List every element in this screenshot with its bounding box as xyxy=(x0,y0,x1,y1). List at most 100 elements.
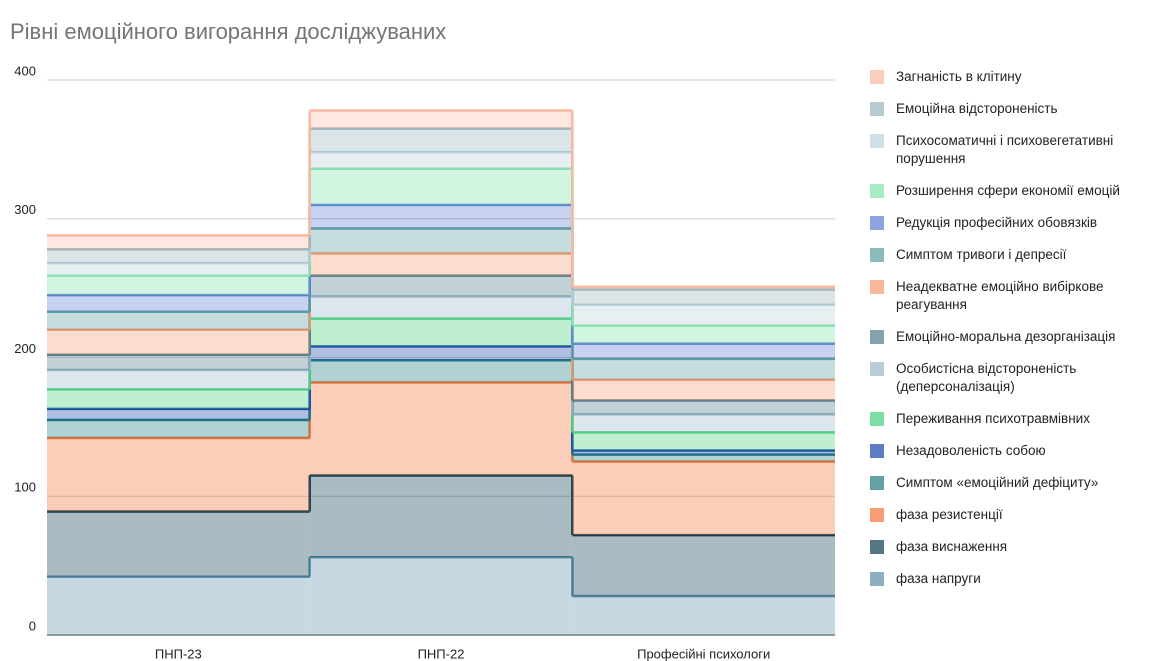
area-segment xyxy=(47,263,310,276)
area-segment xyxy=(309,128,573,153)
area-segment xyxy=(309,168,573,205)
area-segment xyxy=(47,329,310,355)
legend-item: Симптом «емоційний дефіциту» xyxy=(870,474,1166,492)
legend-label: Переживання психотравмівних xyxy=(896,411,1090,426)
legend-item: Особистісна відстороненість (деперсоналі… xyxy=(870,360,1166,396)
legend-item: Розширення сфери економії емоцій xyxy=(870,182,1166,200)
chart: Рівні емоційного вигорання досліджуваних… xyxy=(10,19,835,661)
legend-label: Емоційно-моральна дезорганізація xyxy=(896,329,1116,344)
legend-label: Симптом тривоги і депресії xyxy=(896,247,1067,262)
area-segment xyxy=(572,304,835,326)
y-tick-label: 0 xyxy=(29,618,36,633)
area-segment xyxy=(309,475,573,558)
legend-item: Загнаність в клітину xyxy=(870,68,1166,86)
legend-swatch xyxy=(870,280,884,294)
area-segment xyxy=(572,286,835,290)
legend-label: фаза напруги xyxy=(896,571,981,586)
legend-swatch xyxy=(870,70,884,84)
legend-swatch xyxy=(870,216,884,230)
area-segment xyxy=(309,275,573,297)
legend-item: Симптом тривоги і депресії xyxy=(870,246,1166,264)
area-segment xyxy=(47,354,310,370)
area-segment xyxy=(47,419,310,438)
area-segment xyxy=(47,389,310,409)
area-segment xyxy=(47,295,310,312)
legend: Загнаність в клітину Емоційна відсторонен… xyxy=(870,68,1166,588)
legend-swatch xyxy=(870,362,884,376)
x-tick-label: ПНП-23 xyxy=(155,646,202,661)
legend-item: фаза резистенції xyxy=(870,506,1166,524)
legend-label: Неадекватне емоційно вибіркове реагуванн… xyxy=(896,279,1104,312)
legend-item: Емоційна відстороненість xyxy=(870,100,1166,118)
legend-item: Неадекватне емоційно вибіркове реагуванн… xyxy=(870,278,1166,314)
area-segment xyxy=(572,432,835,451)
area-segment xyxy=(47,408,310,420)
legend-label: Розширення сфери економії емоцій xyxy=(896,183,1120,198)
area-segment xyxy=(47,369,310,390)
area-segment xyxy=(309,296,573,319)
area-segment xyxy=(572,343,835,359)
legend-swatch xyxy=(870,572,884,586)
area-segment xyxy=(572,325,835,344)
legend-item: Редукція професійних обовязків xyxy=(870,214,1166,232)
area-segment xyxy=(47,235,310,250)
area-segment xyxy=(572,596,835,635)
area-segment xyxy=(572,379,835,401)
area-segment xyxy=(572,454,835,462)
x-tick-label: Професійні психологи xyxy=(637,646,770,661)
legend-label: Емоційна відстороненість xyxy=(896,101,1058,116)
x-tick-label: ПНП-22 xyxy=(418,646,465,661)
legend-item: фаза виснаження xyxy=(870,538,1166,556)
area-segment xyxy=(309,346,573,361)
legend-item: Переживання психотравмівних xyxy=(870,410,1166,428)
legend-item: Незадоволеність собою xyxy=(870,442,1166,460)
area-segment xyxy=(309,382,573,476)
legend-label: Особистісна відстороненість (деперсоналі… xyxy=(896,361,1077,394)
legend-swatch xyxy=(870,248,884,262)
area-segment xyxy=(572,461,835,536)
legend-label: Редукція професійних обовязків xyxy=(896,215,1098,230)
legend-label: Психосоматичні і психовегетативні поруше… xyxy=(896,133,1114,166)
area-segment xyxy=(309,228,573,254)
legend-swatch xyxy=(870,508,884,522)
area-segment xyxy=(309,204,573,229)
area-segment xyxy=(47,511,310,577)
y-tick-label: 300 xyxy=(14,202,36,217)
area-segment xyxy=(47,576,310,635)
area-segment xyxy=(309,253,573,276)
chart-title: Рівні емоційного вигорання досліджуваних xyxy=(10,19,446,44)
area-segment xyxy=(47,311,310,330)
legend-label: Симптом «емоційний дефіциту» xyxy=(896,475,1099,490)
legend-swatch xyxy=(870,134,884,148)
area-segment xyxy=(309,110,573,129)
legend-swatch xyxy=(870,330,884,344)
area-segment xyxy=(47,249,310,264)
y-tick-label: 100 xyxy=(14,480,36,495)
legend-swatch xyxy=(870,412,884,426)
legend-swatch xyxy=(870,540,884,554)
legend-swatch xyxy=(870,102,884,116)
legend-label: Загнаність в клітину xyxy=(896,69,1022,84)
area-segment xyxy=(572,400,835,415)
area-segment xyxy=(572,450,835,455)
legend-swatch xyxy=(870,444,884,458)
area-segment xyxy=(309,152,573,169)
area-segment xyxy=(47,437,310,512)
legend-label: фаза виснаження xyxy=(896,539,1008,554)
area-segment xyxy=(309,360,573,383)
legend-label: Незадоволеність собою xyxy=(896,443,1046,458)
legend-item: Емоційно-моральна дезорганізація xyxy=(870,328,1166,346)
legend-swatch xyxy=(870,476,884,490)
legend-swatch xyxy=(870,184,884,198)
area-segment xyxy=(309,318,573,347)
area-segment xyxy=(572,535,835,597)
legend-item: фаза напруги xyxy=(870,570,1166,588)
area-segment xyxy=(572,358,835,380)
y-tick-label: 400 xyxy=(14,63,36,78)
legend-item: Психосоматичні і психовегетативні поруше… xyxy=(870,132,1166,168)
area-segment xyxy=(47,275,310,296)
legend-label: фаза резистенції xyxy=(896,507,1003,522)
area-segment xyxy=(309,557,573,635)
y-tick-label: 200 xyxy=(14,341,36,356)
